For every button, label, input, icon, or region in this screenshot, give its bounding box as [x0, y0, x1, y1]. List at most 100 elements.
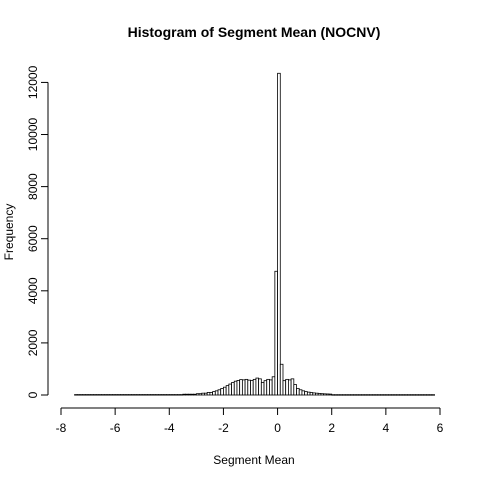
- histogram-bar: [326, 394, 329, 395]
- histogram-bar: [389, 395, 392, 396]
- y-tick-label: 12000: [26, 65, 40, 99]
- histogram-bar: [248, 380, 251, 395]
- x-tick-label: 4: [383, 421, 390, 435]
- histogram-bar: [202, 393, 205, 395]
- histogram-bar: [408, 395, 411, 396]
- histogram-bar: [361, 395, 364, 396]
- histogram-bar: [191, 394, 194, 395]
- histogram-bar: [194, 394, 197, 395]
- histogram-bar: [126, 395, 129, 396]
- histogram-bar: [275, 271, 278, 395]
- histogram-bar: [399, 395, 402, 396]
- histogram-bar: [240, 380, 243, 395]
- histogram-bar: [110, 395, 113, 396]
- x-axis-label: Segment Mean: [213, 453, 294, 467]
- x-tick-label: 0: [274, 421, 281, 435]
- histogram-bar: [299, 390, 302, 395]
- x-axis: -8 -6 -4 -2 0 2 4 6: [56, 408, 444, 435]
- histogram-bar: [77, 395, 80, 396]
- histogram-bar: [153, 395, 156, 396]
- y-tick-label: 10000: [26, 118, 40, 152]
- histogram-bar: [210, 392, 213, 395]
- histogram-bar: [88, 395, 91, 396]
- histogram-bar: [123, 395, 126, 396]
- histogram-bar: [229, 384, 232, 395]
- histogram-bar: [161, 395, 164, 396]
- y-tick-label: 6000: [26, 225, 40, 252]
- histogram-bar: [91, 395, 94, 396]
- histogram-bar: [337, 395, 340, 396]
- histogram-bar: [242, 380, 245, 395]
- x-tick-label: -8: [56, 421, 67, 435]
- histogram-bar: [332, 395, 335, 396]
- histogram-bar: [307, 392, 310, 395]
- histogram-bar: [269, 380, 272, 395]
- histogram-bar: [145, 395, 148, 396]
- histogram-bar: [107, 395, 110, 396]
- histogram-bar: [370, 395, 373, 396]
- histogram-bar: [297, 388, 300, 395]
- histogram-bar: [142, 395, 145, 396]
- histogram-bar: [261, 383, 264, 396]
- histogram-bar: [167, 395, 170, 396]
- histogram-bar: [99, 395, 102, 396]
- histogram-bar: [115, 395, 118, 396]
- histogram-bar: [148, 395, 151, 396]
- histogram-bar: [429, 395, 432, 396]
- histogram-bar: [418, 395, 421, 396]
- histogram-bar: [204, 393, 207, 395]
- histogram-bar: [413, 395, 416, 396]
- histogram-bar: [223, 387, 226, 395]
- x-tick-label: 6: [437, 421, 444, 435]
- histogram-bar: [324, 394, 327, 395]
- histogram-bar: [175, 395, 178, 396]
- x-tick-label: -4: [164, 421, 175, 435]
- histogram-bar: [104, 395, 107, 396]
- histogram-bar: [343, 395, 346, 396]
- histogram-bar: [372, 395, 375, 396]
- histogram-bar: [137, 395, 140, 396]
- histogram-bar: [391, 395, 394, 396]
- histogram-bar: [129, 395, 132, 396]
- histogram-bar: [221, 388, 224, 395]
- histogram-bar: [351, 395, 354, 396]
- histogram-bar: [432, 395, 435, 396]
- histogram-bar: [421, 395, 424, 396]
- histogram-bar: [96, 395, 99, 396]
- histogram-bar: [286, 379, 289, 395]
- histogram-bar: [353, 395, 356, 396]
- histogram-bar: [251, 380, 254, 395]
- histogram-bar: [134, 395, 137, 396]
- histogram-bar: [183, 394, 186, 395]
- y-tick-label: 4000: [26, 277, 40, 304]
- histogram-bar: [186, 394, 189, 395]
- histogram-bar: [218, 390, 221, 395]
- histogram-bar: [156, 395, 159, 396]
- histogram-bar: [383, 395, 386, 396]
- histogram-bar: [426, 395, 429, 396]
- histogram-bar: [267, 379, 270, 395]
- histogram-bar: [294, 385, 297, 395]
- histogram-bar: [318, 393, 321, 395]
- histogram-bar: [80, 395, 83, 396]
- histogram-bar: [313, 393, 316, 395]
- histogram-bar: [237, 380, 240, 395]
- histogram-bar: [213, 392, 216, 395]
- y-tick-label: 2000: [26, 329, 40, 356]
- histogram-bar: [394, 395, 397, 396]
- histogram-bar: [118, 395, 121, 396]
- y-tick-label: 0: [26, 391, 40, 398]
- chart-title: Histogram of Segment Mean (NOCNV): [128, 24, 381, 40]
- histogram-bar: [164, 395, 167, 396]
- histogram-bar: [259, 379, 262, 395]
- histogram-bar: [380, 395, 383, 396]
- histogram-bar: [278, 73, 281, 395]
- histogram-bar: [334, 395, 337, 396]
- y-tick-label: 8000: [26, 173, 40, 200]
- histogram-bar: [345, 395, 348, 396]
- x-tick-label: -2: [218, 421, 229, 435]
- histogram-bars: [75, 73, 435, 395]
- histogram-bar: [375, 395, 378, 396]
- histogram-bar: [364, 395, 367, 396]
